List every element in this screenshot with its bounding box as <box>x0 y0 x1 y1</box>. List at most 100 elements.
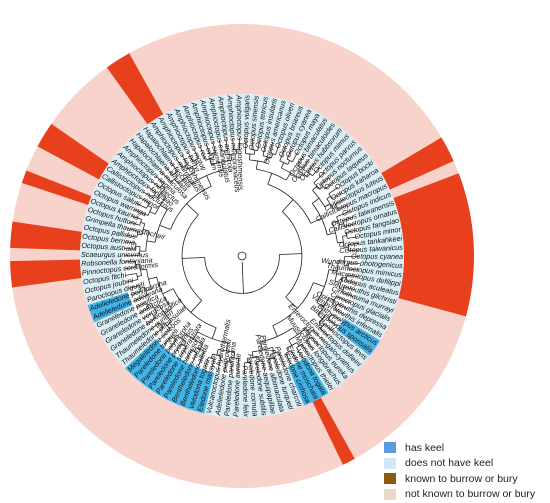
branch-radial <box>159 204 168 210</box>
branch-radial <box>140 268 147 271</box>
branch-radial <box>174 172 178 177</box>
branch-radial <box>137 275 142 277</box>
branch-radial <box>145 288 152 292</box>
branch-radial <box>296 342 300 347</box>
burrow-trait-cell <box>374 340 440 390</box>
burrow-trait-cell <box>178 29 208 101</box>
branch-arc <box>288 327 306 341</box>
burrow-trait-cell <box>398 289 470 318</box>
branch-radial <box>307 173 311 178</box>
branch-radial <box>209 158 212 165</box>
burrow-trait-cell <box>335 382 388 446</box>
branch-radial <box>216 349 219 356</box>
burrow-trait-cell <box>44 122 110 172</box>
branch-radial <box>287 160 291 165</box>
burrow-trait-cell <box>403 250 474 266</box>
branch-radial <box>288 339 293 346</box>
keel-trait-cell <box>328 143 366 179</box>
keel-trait-cell <box>84 285 128 306</box>
burrow-trait-cell <box>363 355 425 410</box>
branch-arc <box>247 356 259 359</box>
branch-radial <box>191 352 198 364</box>
keel-trait-cell <box>80 264 124 279</box>
branch-radial <box>182 257 205 259</box>
branch-radial <box>273 357 279 369</box>
keel-trait-cell <box>313 125 346 164</box>
burrow-trait-cell <box>314 48 359 116</box>
branch-radial <box>268 359 272 371</box>
branch-radial <box>310 217 322 224</box>
branch-radial <box>136 202 147 209</box>
keel-trait-cell <box>333 150 372 184</box>
burrow-trait-cell <box>24 313 95 352</box>
burrow-trait-ring <box>9 23 474 488</box>
branch-radial <box>336 210 352 218</box>
keel-trait-cell <box>179 102 203 146</box>
burrow-trait-cell <box>190 26 217 98</box>
branch-radial <box>126 279 138 283</box>
branch-radial <box>160 322 165 326</box>
keel-trait-cell <box>350 300 393 325</box>
branch-radial <box>302 158 310 169</box>
branch-radial <box>174 343 182 354</box>
branch-radial <box>319 186 324 190</box>
branch-radial <box>342 276 347 279</box>
legend-swatch-no-burrow <box>384 488 396 500</box>
keel-trait-cell <box>327 335 364 371</box>
keel-trait-cell <box>361 260 404 272</box>
keel-trait-cell <box>293 360 321 403</box>
keel-trait-cell <box>197 97 217 141</box>
burrow-trait-cell <box>217 24 235 95</box>
keel-trait-cell <box>336 324 376 357</box>
keel-trait-cell <box>221 375 235 418</box>
burrow-trait-cell <box>106 59 157 125</box>
branch-radial <box>224 361 227 373</box>
branch-radial <box>269 354 272 359</box>
burrow-trait-cell <box>64 360 126 417</box>
keel-trait-cell <box>276 100 299 144</box>
keel-trait-cell <box>353 293 396 317</box>
keel-trait-cell <box>287 364 313 406</box>
branch-radial <box>332 206 337 210</box>
branch-radial <box>332 220 339 224</box>
legend-swatch-no-keel <box>384 457 396 469</box>
tree-branches <box>123 138 361 374</box>
burrow-trait-cell <box>161 407 196 479</box>
branch-radial <box>132 294 148 302</box>
burrow-trait-cell <box>41 338 108 386</box>
branch-radial <box>142 312 153 320</box>
branch-radial <box>285 353 291 364</box>
branch-radial <box>193 347 197 352</box>
branch-radial <box>306 335 310 340</box>
branch-radial <box>199 343 204 350</box>
keel-trait-cell <box>171 106 197 148</box>
burrow-trait-cell <box>388 315 458 355</box>
burrow-trait-cell <box>370 115 436 167</box>
legend-label: known to burrow or bury <box>405 472 518 485</box>
branch-radial <box>148 276 157 280</box>
branch-arc <box>138 285 142 292</box>
branch-arc <box>269 152 276 156</box>
burrow-trait-cell <box>29 321 99 363</box>
branch-radial <box>339 223 344 226</box>
tip-label: Scaeurgus unicirrhus <box>81 250 149 259</box>
branch-arc <box>204 254 280 294</box>
keel-trait-cell <box>256 95 272 139</box>
branch-radial <box>146 185 157 194</box>
burrow-trait-cell <box>270 27 298 99</box>
branch-radial <box>285 296 298 309</box>
branch-radial <box>328 186 339 195</box>
branch-arc <box>281 167 300 179</box>
branch-radial <box>347 236 359 239</box>
burrow-trait-cell <box>199 415 223 487</box>
keel-trait-cell <box>103 163 144 194</box>
branch-radial <box>173 334 177 339</box>
keel-trait-cell <box>360 267 404 281</box>
keel-trait-cell <box>351 189 394 214</box>
branch-arc <box>249 159 266 164</box>
branch-radial <box>186 177 192 185</box>
keel-trait-cell <box>147 118 179 159</box>
burrow-trait-cell <box>48 345 114 397</box>
branch-arc <box>307 171 313 177</box>
